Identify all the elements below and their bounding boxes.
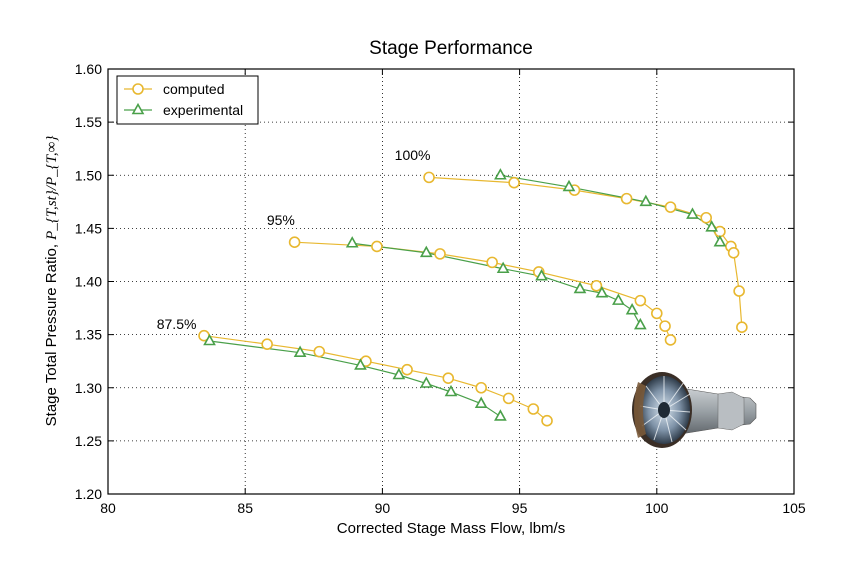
y-tick-label: 1.45 (75, 220, 102, 236)
y-axis-label-group: Stage Total Pressure Ratio, P_{T,st}/P_{… (43, 136, 60, 427)
speed-line-annotation: 87.5% (157, 316, 197, 332)
y-tick-label: 1.35 (75, 327, 102, 343)
data-point-computed (664, 334, 677, 346)
data-point-computed (401, 363, 413, 376)
series-layer (198, 168, 748, 427)
data-point-computed (508, 176, 520, 189)
chart-title: Stage Performance (369, 38, 533, 59)
data-point-experimental (444, 384, 458, 397)
data-point-computed (423, 171, 435, 184)
x-tick-label: 80 (100, 500, 116, 516)
data-point-experimental (562, 179, 576, 192)
turbofan-engine-icon (632, 372, 757, 448)
data-point-computed (590, 279, 603, 292)
legend-marker-experimental (131, 102, 145, 115)
data-point-experimental (625, 303, 639, 315)
data-point-computed (700, 211, 712, 224)
series-line-computed (429, 176, 743, 328)
data-point-experimental (633, 317, 647, 330)
data-point-experimental (345, 236, 359, 248)
data-point-computed (659, 320, 671, 332)
data-point-computed (727, 247, 740, 259)
data-point-computed (288, 236, 301, 248)
data-point-experimental (612, 293, 625, 305)
data-point-computed (475, 381, 487, 394)
data-point-computed (486, 256, 498, 269)
series-line-experimental (209, 340, 501, 417)
data-point-experimental (639, 194, 653, 207)
data-point-experimental (535, 269, 548, 281)
speed-line-annotation: 95% (267, 212, 295, 228)
annotation-layer: 100% 95% 87.5% (157, 147, 431, 332)
x-axis-label: Corrected Stage Mass Flow, lbm/s (337, 520, 565, 537)
series-line-computed (294, 241, 672, 341)
y-axis-label: Stage Total Pressure Ratio, P_{T,st}/P_{… (43, 136, 60, 427)
y-tick-label: 1.60 (75, 61, 102, 77)
data-point-experimental (595, 286, 609, 298)
data-point-computed (733, 285, 745, 297)
data-point-computed (261, 338, 273, 350)
x-tick-label: 105 (782, 500, 806, 516)
data-point-computed (634, 294, 647, 307)
series-line-computed (203, 335, 548, 422)
data-point-experimental (496, 261, 510, 274)
data-point-computed (434, 248, 446, 260)
data-point-computed (527, 403, 540, 415)
data-point-experimental (419, 376, 433, 388)
data-point-computed (442, 372, 455, 384)
data-point-experimental (686, 207, 699, 219)
y-axis-label-math: P_{T,st}/P_{T,∞} (44, 136, 60, 241)
data-point-experimental (494, 168, 507, 180)
x-tick-label: 90 (375, 500, 391, 516)
y-tick-label: 1.30 (75, 380, 102, 396)
data-point-experimental (474, 396, 488, 408)
data-point-computed (736, 321, 748, 333)
data-point-experimental (392, 367, 406, 380)
y-tick-label: 1.55 (75, 114, 102, 130)
y-tick-label: 1.40 (75, 274, 102, 290)
data-point-experimental (419, 245, 433, 258)
x-tick-label: 95 (512, 500, 528, 516)
y-tick-label: 1.50 (75, 167, 102, 183)
data-point-experimental (494, 409, 507, 421)
data-point-computed (620, 192, 633, 205)
y-axis-label-text: Stage Total Pressure Ratio, (43, 240, 60, 427)
tick-layer: 80 85 90 95 100 105 1.20 1.25 1.30 1.35 1.40 1.45 1.… (75, 61, 806, 516)
data-point-experimental (293, 345, 307, 357)
y-tick-label: 1.25 (75, 433, 102, 449)
data-point-computed (502, 392, 515, 405)
data-point-computed (313, 345, 326, 358)
speed-line-annotation: 100% (395, 147, 431, 163)
legend-label-experimental: experimental (163, 102, 243, 118)
data-point-experimental (203, 333, 216, 346)
data-point-computed (664, 201, 677, 213)
data-point-computed (371, 240, 383, 253)
data-point-computed (650, 307, 663, 320)
y-tick-label: 1.20 (75, 486, 102, 502)
x-tick-label: 85 (237, 500, 253, 516)
data-point-experimental (354, 358, 367, 370)
legend-label-computed: computed (163, 81, 224, 97)
x-tick-label: 100 (645, 500, 669, 516)
legend: computed experimental (116, 75, 259, 125)
grid-layer (108, 69, 794, 494)
data-point-computed (541, 414, 553, 427)
data-point-experimental (713, 235, 727, 247)
data-point-experimental (573, 281, 587, 294)
legend-marker-computed (132, 83, 144, 95)
data-point-experimental (705, 220, 719, 232)
